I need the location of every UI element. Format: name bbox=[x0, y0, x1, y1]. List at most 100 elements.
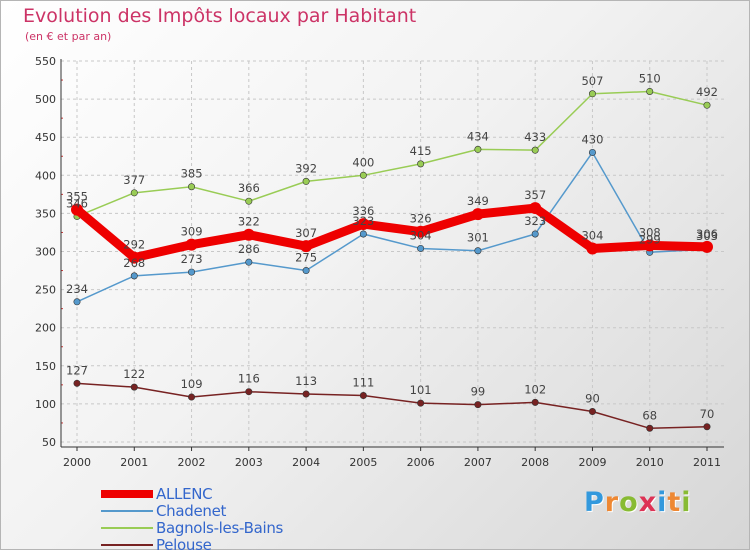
data-point bbox=[417, 244, 425, 252]
data-point bbox=[703, 423, 711, 431]
y-tick-label: 300 bbox=[35, 246, 56, 259]
data-label: 109 bbox=[181, 377, 203, 391]
legend-item: Pelouse bbox=[101, 535, 283, 554]
data-point bbox=[414, 225, 427, 238]
data-label: 309 bbox=[181, 225, 203, 239]
chart-subtitle: (en € et par an) bbox=[25, 30, 112, 43]
data-point bbox=[302, 390, 310, 398]
y-tick-label: 500 bbox=[35, 93, 56, 106]
data-label: 301 bbox=[467, 231, 489, 245]
data-label: 122 bbox=[123, 367, 145, 381]
data-label: 234 bbox=[66, 282, 88, 296]
data-point bbox=[646, 424, 654, 432]
data-point bbox=[417, 399, 425, 407]
data-label: 275 bbox=[295, 251, 317, 265]
data-label: 307 bbox=[295, 226, 317, 240]
data-point bbox=[245, 388, 253, 396]
data-label: 433 bbox=[524, 130, 546, 144]
legend-item: ALLENC bbox=[101, 484, 283, 503]
data-label: 400 bbox=[352, 155, 374, 169]
data-label: 292 bbox=[123, 238, 145, 252]
data-label: 323 bbox=[352, 214, 374, 228]
y-tick-label: 350 bbox=[35, 207, 56, 220]
data-label: 346 bbox=[66, 196, 88, 210]
x-tick-label: 2007 bbox=[464, 456, 492, 469]
data-point bbox=[359, 392, 367, 400]
data-point bbox=[242, 228, 255, 241]
data-point bbox=[359, 171, 367, 179]
data-label: 101 bbox=[410, 383, 432, 397]
data-point bbox=[417, 160, 425, 168]
x-tick-label: 2002 bbox=[178, 456, 206, 469]
data-label: 385 bbox=[181, 167, 203, 181]
data-label: 99 bbox=[471, 385, 486, 399]
data-label: 111 bbox=[352, 376, 374, 390]
y-tick-label: 50 bbox=[42, 436, 56, 449]
data-label: 299 bbox=[639, 232, 661, 246]
series-line-ALLENC bbox=[74, 203, 708, 263]
data-point bbox=[643, 239, 656, 252]
data-point bbox=[245, 258, 253, 266]
x-tick-label: 2001 bbox=[120, 456, 148, 469]
data-point bbox=[188, 183, 196, 191]
data-label: 268 bbox=[123, 256, 145, 270]
x-tick-label: 2003 bbox=[235, 456, 263, 469]
x-tick-label: 2005 bbox=[349, 456, 377, 469]
data-label: 434 bbox=[467, 129, 489, 143]
data-label: 349 bbox=[467, 194, 489, 208]
data-label: 90 bbox=[585, 392, 600, 406]
data-point bbox=[130, 272, 138, 280]
data-label: 492 bbox=[696, 85, 718, 99]
y-tick-label: 450 bbox=[35, 131, 56, 144]
data-label: 430 bbox=[581, 132, 603, 146]
legend-swatch bbox=[101, 543, 153, 546]
data-label: 286 bbox=[238, 242, 260, 256]
y-tick-label: 250 bbox=[35, 284, 56, 297]
data-label: 102 bbox=[524, 382, 546, 396]
data-point bbox=[531, 146, 539, 154]
x-tick-label: 2006 bbox=[407, 456, 435, 469]
data-label: 323 bbox=[524, 214, 546, 228]
legend-label: ALLENC bbox=[156, 484, 213, 503]
data-label: 377 bbox=[123, 173, 145, 187]
data-point bbox=[588, 148, 596, 156]
legend-label: Pelouse bbox=[156, 535, 212, 554]
data-label: 357 bbox=[524, 188, 546, 202]
data-point bbox=[646, 87, 654, 95]
x-tick-label: 2009 bbox=[578, 456, 606, 469]
data-point bbox=[586, 242, 599, 255]
data-label: 304 bbox=[410, 228, 432, 242]
data-point bbox=[245, 197, 253, 205]
data-point bbox=[73, 298, 81, 306]
data-point bbox=[703, 101, 711, 109]
data-label: 308 bbox=[639, 225, 661, 239]
data-point bbox=[188, 268, 196, 276]
data-label: 415 bbox=[410, 144, 432, 158]
data-point bbox=[357, 218, 370, 231]
x-tick-label: 2004 bbox=[292, 456, 320, 469]
x-tick-label: 2008 bbox=[521, 456, 549, 469]
legend-label: Bagnols-les-Bains bbox=[156, 518, 284, 537]
data-label: 70 bbox=[700, 407, 715, 421]
data-point bbox=[701, 240, 713, 253]
x-tick-label: 2011 bbox=[693, 456, 721, 469]
data-label: 306 bbox=[696, 227, 718, 241]
chart-title: Evolution des Impôts locaux par Habitant bbox=[23, 5, 417, 27]
data-point bbox=[531, 398, 539, 406]
y-tick-label: 550 bbox=[35, 55, 56, 68]
data-label: 273 bbox=[181, 252, 203, 266]
data-label: 355 bbox=[66, 190, 88, 204]
series-line-Pelouse bbox=[76, 382, 708, 430]
legend-item: Bagnols-les-Bains bbox=[101, 518, 284, 537]
y-tick-label: 200 bbox=[35, 322, 56, 335]
x-tick-label: 2000 bbox=[63, 456, 91, 469]
data-label: 68 bbox=[642, 408, 657, 422]
legend-swatch bbox=[101, 489, 153, 498]
legend-label: Chadenet bbox=[156, 501, 227, 520]
data-label: 113 bbox=[295, 374, 317, 388]
data-label: 304 bbox=[581, 228, 603, 242]
data-point bbox=[188, 393, 196, 401]
data-point bbox=[185, 238, 198, 251]
